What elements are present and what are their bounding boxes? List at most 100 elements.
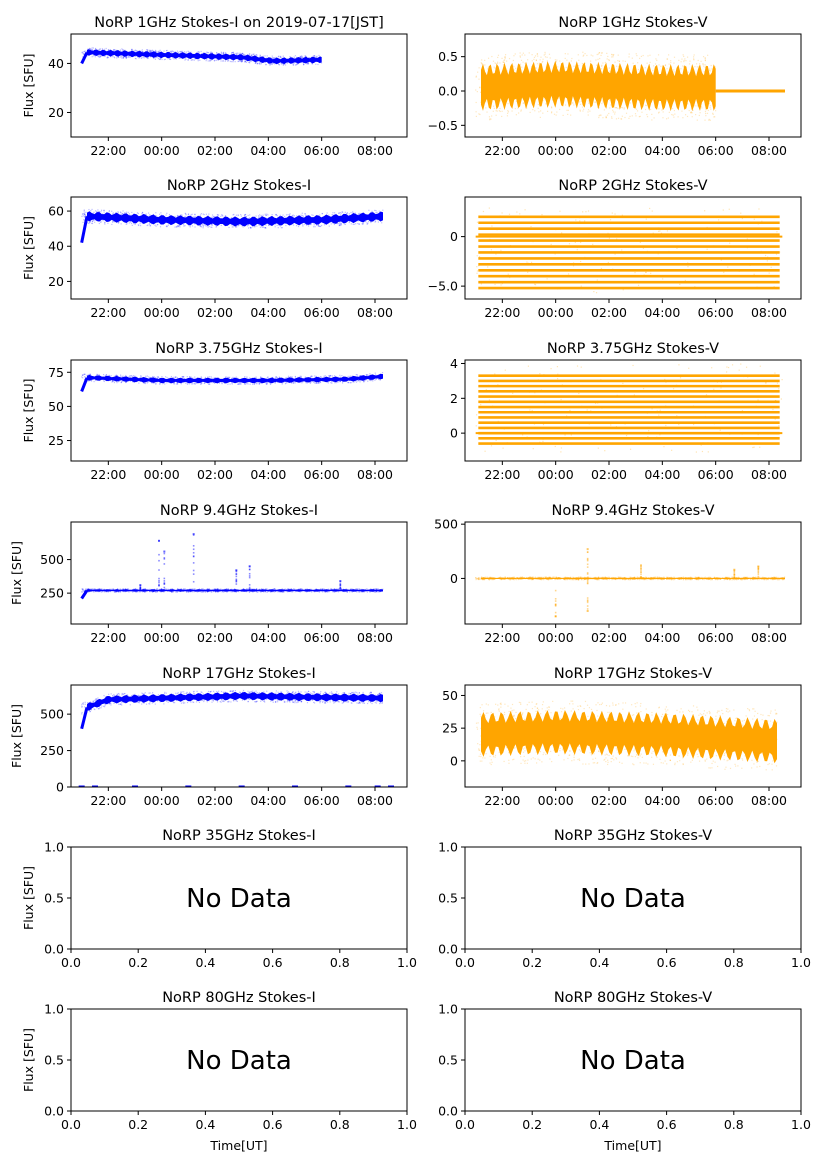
data-point <box>377 588 379 590</box>
data-point <box>708 103 710 105</box>
data-point <box>267 376 269 379</box>
data-point <box>131 211 133 214</box>
data-point <box>83 210 85 212</box>
data-point <box>254 382 256 384</box>
data-point <box>293 63 295 65</box>
data-point <box>306 588 308 590</box>
data-point <box>198 58 200 60</box>
data-point <box>670 60 672 62</box>
data-point <box>542 58 544 60</box>
data-point <box>289 213 291 215</box>
data-point <box>119 211 122 213</box>
data-point <box>273 57 275 59</box>
data-point <box>504 56 506 58</box>
data-point <box>88 380 90 382</box>
data-point <box>694 286 696 288</box>
data-point <box>100 591 102 593</box>
data-point <box>372 380 374 382</box>
data-point <box>315 56 317 58</box>
x-tick-label: 06:00 <box>304 143 340 158</box>
data-point <box>100 221 102 223</box>
data-point <box>567 113 569 116</box>
data-point <box>355 374 357 376</box>
data-point <box>125 374 127 377</box>
data-point <box>348 376 351 378</box>
data-point <box>294 589 296 591</box>
data-point <box>190 376 192 378</box>
data-point <box>366 374 368 376</box>
data-point <box>633 394 635 396</box>
data-point <box>283 381 285 383</box>
x-tick-label: 22:00 <box>484 143 520 158</box>
data-point <box>201 223 203 226</box>
data-point <box>155 383 157 385</box>
data-point <box>496 62 499 65</box>
data-point <box>265 63 267 66</box>
data-point <box>199 224 202 227</box>
data-point <box>115 374 117 376</box>
data-point <box>329 374 331 377</box>
data-point <box>478 78 480 80</box>
data-point <box>192 216 194 218</box>
data-point <box>357 380 359 382</box>
data-point <box>332 212 334 214</box>
data-point <box>250 227 252 229</box>
data-point <box>758 208 760 210</box>
data-point <box>87 591 90 593</box>
data-point <box>107 57 109 59</box>
data-point <box>117 222 120 224</box>
data-point <box>128 56 130 58</box>
data-point <box>776 382 779 384</box>
data-point <box>655 58 657 60</box>
data-point <box>217 591 219 593</box>
data-point <box>100 55 102 58</box>
data-point <box>259 382 261 384</box>
data-point <box>213 59 216 61</box>
data-point <box>271 591 273 593</box>
data-point <box>611 117 613 119</box>
data-point <box>230 217 233 219</box>
data-point <box>83 590 86 592</box>
data-point <box>310 223 312 225</box>
data-point <box>597 447 599 449</box>
data-point <box>172 50 174 52</box>
data-point <box>164 383 166 385</box>
data-point <box>119 50 121 52</box>
data-point <box>315 382 317 384</box>
data-point <box>165 214 167 216</box>
data-point <box>139 377 142 379</box>
data-point <box>244 214 246 216</box>
data-point <box>488 399 491 401</box>
data-point <box>290 56 292 58</box>
data-point <box>244 59 246 61</box>
data-point <box>122 375 124 377</box>
data-point <box>514 107 516 110</box>
data-point <box>584 62 586 64</box>
data-point <box>487 68 489 70</box>
data-point <box>169 51 171 53</box>
data-point <box>565 66 567 69</box>
data-point <box>301 214 303 217</box>
data-point <box>653 117 655 119</box>
data-point <box>313 381 315 383</box>
data-point <box>201 591 203 593</box>
data-point <box>84 376 86 378</box>
data-point <box>293 56 295 58</box>
data-point <box>162 382 165 385</box>
data-point <box>244 376 246 378</box>
data-point <box>171 588 174 590</box>
data-point <box>533 423 536 425</box>
data-point <box>375 590 377 593</box>
data-point <box>232 591 234 593</box>
data-point <box>155 383 157 385</box>
data-point <box>578 392 580 395</box>
data-point <box>235 226 237 228</box>
data-point <box>566 109 568 111</box>
data-point <box>212 588 214 591</box>
data-point <box>147 57 149 59</box>
data-point <box>265 383 267 385</box>
data-point <box>707 451 709 453</box>
data-point <box>622 60 624 62</box>
data-point <box>212 590 214 593</box>
